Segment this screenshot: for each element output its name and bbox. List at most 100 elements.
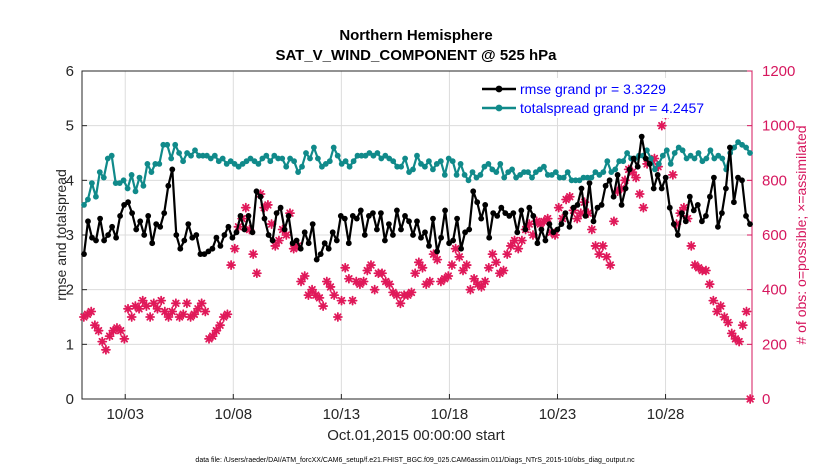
obs-count-marker <box>343 273 354 284</box>
rmse-point <box>622 185 629 192</box>
obs-count-marker <box>542 213 553 224</box>
rmse-point <box>694 202 701 208</box>
y-axis-label-left: rmse and totalspread <box>53 169 69 301</box>
rmse-point <box>249 229 256 236</box>
rmse-point <box>442 207 448 214</box>
totalspread-point <box>390 158 397 165</box>
rmse-point <box>386 221 392 228</box>
rmse-point <box>514 229 521 236</box>
totalspread-point <box>457 161 464 167</box>
rmse-point <box>145 213 152 219</box>
totalspread-point <box>374 150 381 156</box>
totalspread-point <box>469 169 476 176</box>
rmse-point <box>213 234 220 241</box>
obs-count-marker <box>141 301 152 311</box>
rmse-point <box>478 215 485 222</box>
obs-count-marker <box>638 202 649 213</box>
x-tick-label: 10/08 <box>215 406 253 423</box>
totalspread-point <box>255 161 262 167</box>
rmse-point <box>711 174 717 181</box>
data-file-footer: data file: /Users/raeder/DAI/ATM_forcXX/… <box>195 457 635 464</box>
totalspread-point <box>616 158 623 165</box>
rmse-point <box>482 202 489 208</box>
rmse-point <box>333 237 340 244</box>
obs-count-marker <box>480 276 491 287</box>
rmse-point <box>293 237 300 244</box>
rmse-point <box>518 207 525 214</box>
totalspread-point <box>477 172 484 178</box>
rmse-point <box>97 215 103 222</box>
rmse-point <box>654 172 661 178</box>
totalspread-point <box>279 155 286 162</box>
totalspread-point <box>263 152 270 159</box>
obs-count-marker <box>134 303 144 314</box>
obs-count-marker <box>737 320 748 331</box>
y-tick-label-left: 3 <box>66 227 74 244</box>
totalspread-point <box>556 174 563 181</box>
rmse-point <box>470 188 477 195</box>
rmse-point <box>626 166 633 173</box>
totalspread-point <box>108 152 115 159</box>
legend: rmse grand pr = 3.3229 totalspread grand… <box>477 78 704 118</box>
obs-count-marker <box>461 260 472 270</box>
rmse-point <box>173 232 180 238</box>
totalspread-point <box>743 144 749 151</box>
obs-count-marker <box>325 282 336 292</box>
rmse-point <box>85 218 91 225</box>
y-tick-label-right: 0 <box>762 391 770 408</box>
obs-count-marker <box>553 202 564 213</box>
rmse-point <box>642 155 649 162</box>
totalspread-point <box>136 174 143 181</box>
totalspread-point <box>291 158 297 165</box>
rmse-point <box>345 240 352 247</box>
totalspread-point <box>560 174 567 181</box>
rmse-point <box>317 251 324 257</box>
rmse-point <box>686 193 693 200</box>
totalspread-point <box>493 169 500 176</box>
rmse-point <box>169 166 176 173</box>
totalspread-point <box>311 144 317 151</box>
totalspread-point <box>93 193 99 200</box>
totalspread-point <box>501 174 508 181</box>
x-tick-label: 10/18 <box>431 406 469 423</box>
obs-count-marker <box>745 394 756 404</box>
rmse-point <box>305 240 312 247</box>
totalspread-point <box>541 163 547 170</box>
obs-count-marker <box>366 260 376 270</box>
rmse-series <box>81 133 753 263</box>
obs-count-marker <box>215 320 225 331</box>
rmse-point <box>81 251 87 257</box>
obs-count-marker <box>281 230 292 240</box>
obs-count-marker <box>377 268 387 279</box>
rmse-point <box>510 210 517 217</box>
y-tick-label-left: 4 <box>66 172 74 189</box>
rmse-point <box>678 210 685 217</box>
totalspread-point <box>604 158 611 165</box>
legend-spread-marker <box>495 104 503 112</box>
totalspread-point <box>350 158 357 165</box>
rmse-point <box>185 221 192 228</box>
obs-count-marker <box>517 235 527 246</box>
rmse-point <box>105 232 111 238</box>
y-tick-label-left: 5 <box>66 118 74 135</box>
totalspread-point <box>402 155 408 162</box>
obs-count-marker <box>178 309 189 320</box>
rmse-point <box>141 232 148 238</box>
totalspread-point <box>81 202 87 208</box>
totalspread-point <box>465 177 472 184</box>
totalspread-point <box>295 169 301 176</box>
rmse-point <box>165 182 172 189</box>
rmse-point <box>486 234 493 241</box>
totalspread-point <box>552 169 559 176</box>
obs-count-marker <box>226 260 236 270</box>
obs-count-marker <box>631 172 641 183</box>
rmse-point <box>313 256 320 263</box>
obs-count-marker <box>248 249 259 260</box>
obs-count-marker <box>586 224 597 235</box>
obs-count-marker <box>498 265 509 276</box>
rmse-point <box>301 229 308 236</box>
obs-count-marker <box>86 306 97 317</box>
y-tick-label-right: 1000 <box>762 118 795 135</box>
rmse-point <box>494 213 501 219</box>
